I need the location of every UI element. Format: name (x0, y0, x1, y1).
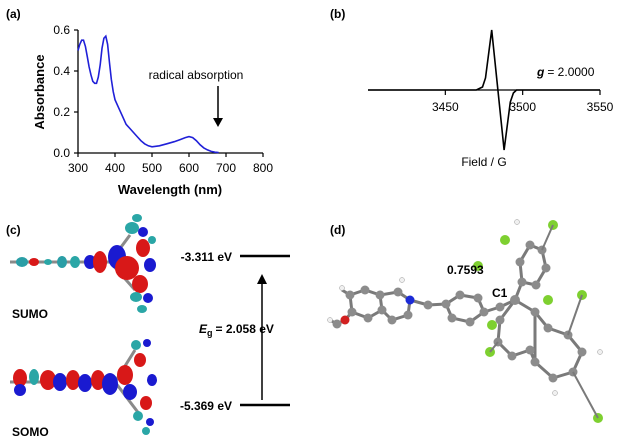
x-tick-label: 800 (253, 161, 273, 175)
y-tick-label: 0.6 (53, 23, 70, 37)
somo-label: SOMO (12, 425, 49, 437)
x-tick-label: 3500 (509, 100, 536, 114)
epr-chart: 3450 3500 3550 g = 2.0000 Field / G (368, 29, 614, 169)
annotation-arrow-head (213, 118, 223, 127)
g-value-annotation: g = 2.0000 (536, 65, 595, 79)
molecular-structure-image: 0.7593 C1 (327, 219, 603, 423)
annotation-radical-absorption: radical absorption (149, 68, 244, 82)
g-value: = 2.0000 (547, 65, 594, 79)
x-axis-label: Field / G (461, 155, 506, 169)
x-tick-label: 700 (216, 161, 236, 175)
y-ticks: 0.0 0.2 0.4 0.6 (53, 23, 78, 160)
sumo-label: SUMO (12, 307, 48, 321)
epr-series-line (368, 29, 600, 151)
panel-label-d: (d) (330, 223, 345, 237)
gap-label: Eg = 2.058 eV (199, 322, 274, 338)
somo-energy: -5.369 eV (180, 399, 232, 413)
absorption-chart: 300 400 500 600 700 800 0.0 0.2 0.4 0.6 Waveleng… (32, 23, 273, 197)
x-tick-label: 3550 (587, 100, 614, 114)
bond-order-label: 0.7593 (447, 263, 484, 277)
x-tick-label: 600 (179, 161, 199, 175)
x-axis-label: Wavelength (nm) (118, 182, 222, 197)
y-tick-label: 0.4 (53, 64, 70, 78)
orbital-diagram: SUMO SOMO -3.311 eV -5.369 eV Eg = 2.058 … (10, 214, 290, 437)
x-tick-label: 3450 (432, 100, 459, 114)
sumo-orbital-image (10, 214, 156, 313)
x-tick-label: 300 (68, 161, 88, 175)
x-tick-label: 400 (105, 161, 125, 175)
gap-symbol: E (199, 322, 208, 336)
atom-label-c1: C1 (492, 286, 508, 300)
x-ticks: 300 400 500 600 700 800 (68, 153, 273, 175)
gap-subscript: g (207, 328, 213, 338)
y-tick-label: 0.0 (53, 146, 70, 160)
gap-arrow-head (257, 274, 267, 284)
somo-orbital-image (10, 339, 157, 435)
x-ticks: 3450 3500 3550 (432, 90, 614, 114)
panel-label-a: (a) (6, 7, 21, 21)
gap-value: = 2.058 eV (216, 322, 274, 336)
sumo-energy: -3.311 eV (181, 250, 232, 264)
y-tick-label: 0.2 (53, 105, 70, 119)
panel-label-b: (b) (330, 7, 345, 21)
y-axis-label: Absorbance (32, 54, 47, 129)
x-tick-label: 500 (142, 161, 162, 175)
atom-spheres (327, 219, 603, 423)
panel-label-c: (c) (6, 223, 21, 237)
g-symbol: g (536, 65, 545, 79)
absorption-series-line (77, 34, 219, 154)
